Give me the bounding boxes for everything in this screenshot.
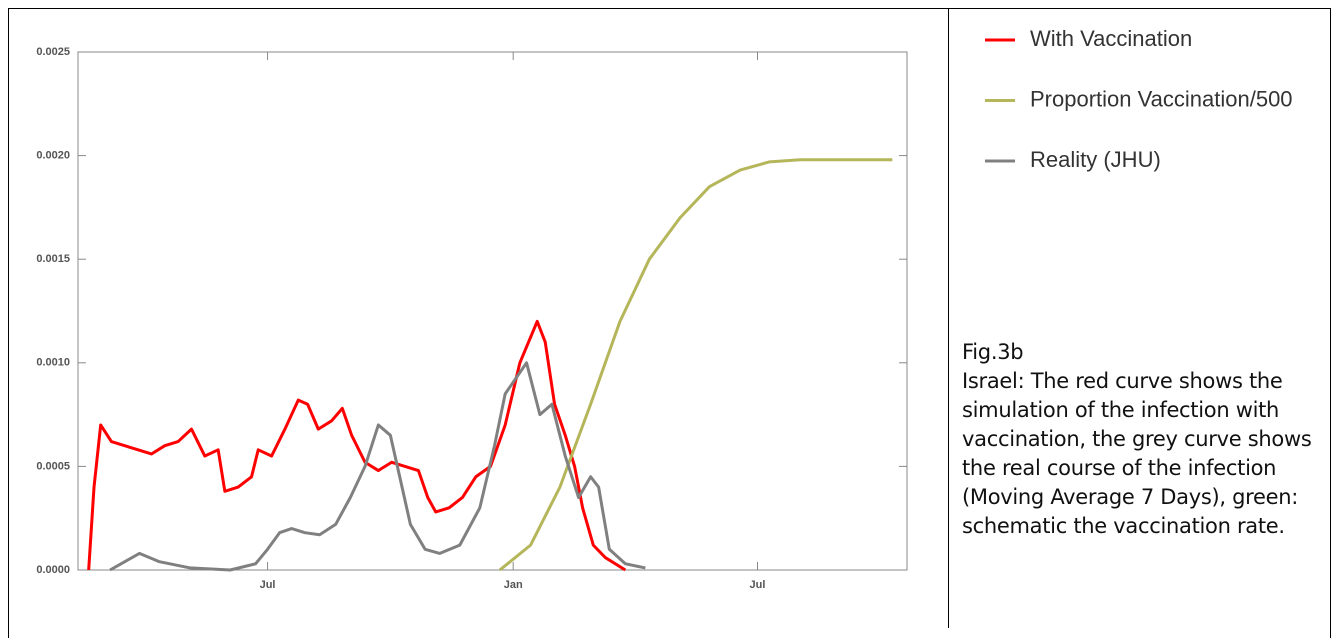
y-tick-label: 0.0000 [36,564,70,576]
caption: Fig.3b Israel: The red curve shows the s… [962,338,1324,541]
legend-label: Reality (JHU) [1030,147,1161,172]
y-tick-label: 0.0020 [36,150,70,162]
x-tick-label: Jul [750,579,766,591]
frame [8,8,1331,638]
x-tick-label: Jan [504,579,523,591]
series-line [87,319,627,572]
y-tick-label: 0.0015 [36,253,70,265]
caption-title: Fig.3b [962,340,1024,364]
y-tick-label: 0.0025 [36,46,70,58]
caption-text: Israel: The red curve shows the simulati… [962,369,1312,538]
plot-frame [77,51,908,571]
series-line [498,158,893,572]
divider [948,8,949,628]
legend-label: With Vaccination [1030,26,1192,51]
y-tick-label: 0.0005 [36,460,70,472]
y-tick-label: 0.0010 [36,357,70,369]
x-tick-label: Jul [260,579,276,591]
series-line [109,361,646,572]
legend-label: Proportion Vaccination/500 [1030,86,1293,111]
